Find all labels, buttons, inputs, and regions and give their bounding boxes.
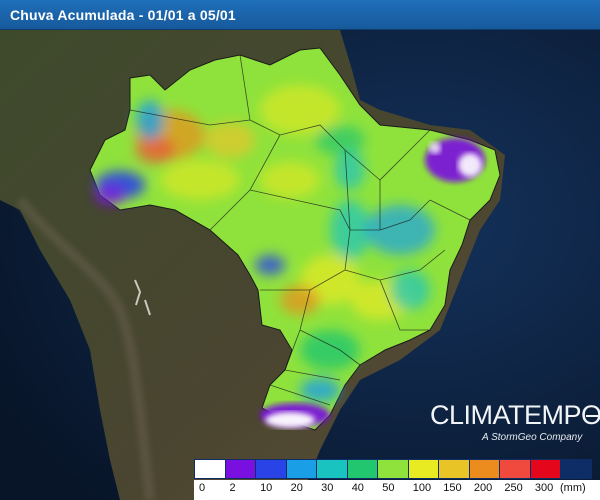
legend-swatch: [469, 460, 500, 478]
legend-swatch: [530, 460, 561, 478]
page-title: Chuva Acumulada - 01/01 a 05/01: [10, 7, 236, 23]
legend-swatch: [378, 460, 408, 478]
andes-ridge: [16, 196, 155, 500]
title-bar: Chuva Acumulada - 01/01 a 05/01: [0, 0, 600, 30]
state-borders: [129, 54, 471, 406]
legend-swatch: [317, 460, 347, 478]
legend-swatch: [439, 460, 469, 478]
logo-dash: [586, 415, 598, 417]
logo-brand: CLIMATEMPO: [430, 400, 600, 430]
legend-color-bar: [194, 459, 592, 479]
legend-label: 300: [534, 482, 554, 494]
legend-swatch: [256, 460, 286, 478]
rainfall-legend: (mm) 0 2 10 20 30 40 50 100 150 200 250 300: [194, 459, 600, 500]
legend-label: 50: [382, 482, 395, 494]
legend-swatch: [500, 460, 530, 478]
legend-label: 0: [199, 482, 206, 494]
legend-swatch: [225, 460, 256, 478]
map-canvas: [0, 30, 600, 500]
logo-tagline: A StormGeo Company: [482, 432, 583, 443]
legend-label: 30: [321, 482, 334, 494]
legend-label: 100: [412, 482, 432, 494]
legend-labels: (mm) 0 2 10 20 30 40 50 100 150 200 250 300: [194, 480, 600, 500]
legend-label: 2: [229, 482, 236, 494]
andes-snow: [134, 279, 151, 316]
legend-swatch: [286, 460, 317, 478]
legend-label: 250: [504, 482, 523, 494]
legend-label: 10: [260, 482, 273, 494]
legend-unit: (mm): [560, 482, 586, 494]
rainfall-map: [0, 30, 600, 500]
brazil-rainfall: [89, 47, 501, 431]
legend-swatch: [408, 460, 439, 478]
climatempo-logo: CLIMATEMPO A StormGeo Company: [430, 400, 600, 450]
legend-label: 200: [473, 482, 493, 494]
legend-label: 150: [443, 482, 462, 494]
legend-swatch: [561, 460, 591, 478]
legend-label: 20: [290, 482, 303, 494]
legend-swatch: [195, 460, 225, 478]
legend-label: 40: [351, 482, 364, 494]
legend-swatch: [347, 460, 378, 478]
